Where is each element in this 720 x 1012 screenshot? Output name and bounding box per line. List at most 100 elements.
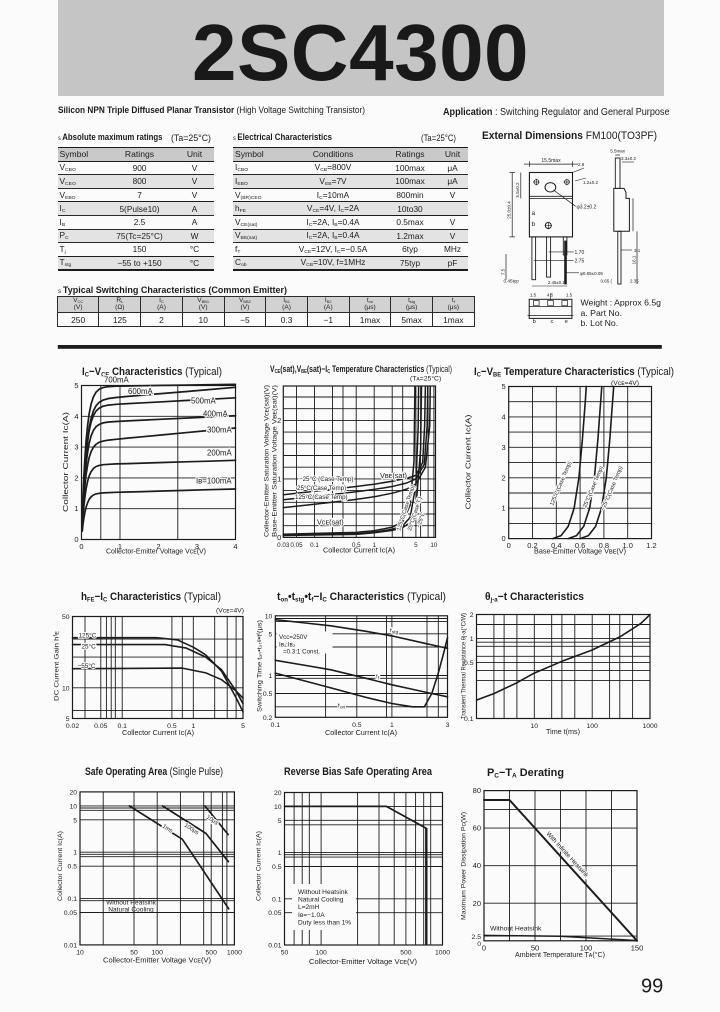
svg-text:2: 2 xyxy=(470,612,474,619)
svg-text:1000: 1000 xyxy=(227,949,242,956)
svg-text:5: 5 xyxy=(73,817,77,824)
svg-text:Maximum Power Dissipation Pᴄ(W: Maximum Power Dissipation Pᴄ(W) xyxy=(461,812,468,920)
svg-text:2.8: 2.8 xyxy=(578,162,585,167)
svg-text:25°C: 25°C xyxy=(82,643,97,651)
svg-text:1: 1 xyxy=(73,850,77,857)
svg-text:80: 80 xyxy=(473,786,481,795)
svg-text:3.3±0.2: 3.3±0.2 xyxy=(621,156,636,161)
svg-text:0.05: 0.05 xyxy=(290,542,303,549)
svg-text:500: 500 xyxy=(400,950,412,957)
svg-text:10: 10 xyxy=(430,542,438,549)
svg-text:Vᴄᴇ(sat): Vᴄᴇ(sat) xyxy=(317,518,344,527)
svg-text:Collector Current Iᴄ(A): Collector Current Iᴄ(A) xyxy=(122,728,194,737)
svg-text:0: 0 xyxy=(502,534,506,543)
svg-text:Collector-Emitter Voltage Vᴄᴇ(: Collector-Emitter Voltage Vᴄᴇ(V) xyxy=(106,547,206,556)
svg-text:Transient Thermal Resistance θ: Transient Thermal Resistance θj-a(°C/W) xyxy=(462,613,468,719)
svg-text:50: 50 xyxy=(531,943,539,952)
svg-text:1: 1 xyxy=(191,723,195,730)
svg-text:1: 1 xyxy=(390,722,394,729)
svg-text:0.4: 0.4 xyxy=(551,541,561,550)
svg-text:0: 0 xyxy=(277,533,281,542)
svg-text:10: 10 xyxy=(265,613,273,620)
svg-text:3: 3 xyxy=(446,722,450,729)
svg-text:1: 1 xyxy=(502,504,506,513)
svg-text:0: 0 xyxy=(276,533,280,542)
svg-text:a. Part No.: a. Part No. xyxy=(581,308,623,318)
svg-text:Without Heatsink: Without Heatsink xyxy=(490,926,542,933)
svg-text:b: b xyxy=(533,319,536,325)
svg-text:125°C(Case Temp): 125°C(Case Temp) xyxy=(295,494,348,501)
svg-text:0.1: 0.1 xyxy=(117,723,127,730)
svg-text:15.5max: 15.5max xyxy=(541,158,561,164)
svg-text:Collector-Emitter Saturation V: Collector-Emitter Saturation Voltage Vᴄᴇ… xyxy=(264,385,271,537)
svg-text:b: b xyxy=(532,221,536,228)
svg-text:Iʙ=−1.0A: Iʙ=−1.0A xyxy=(298,912,325,919)
svg-text:Collector Current Iᴄ(A): Collector Current Iᴄ(A) xyxy=(323,546,395,555)
svg-text:25°C(Case Temp): 25°C(Case Temp) xyxy=(297,485,346,492)
svg-text:1.5: 1.5 xyxy=(530,293,537,298)
svg-text:5: 5 xyxy=(241,723,245,730)
svg-text:100: 100 xyxy=(152,949,164,956)
svg-text:Collector Current Iᴄ(A): Collector Current Iᴄ(A) xyxy=(325,728,397,737)
svg-text:1.5: 1.5 xyxy=(566,293,573,298)
svg-text:tf: tf xyxy=(376,674,380,682)
svg-text:1.0: 1.0 xyxy=(622,541,632,550)
svg-text:3: 3 xyxy=(195,542,199,551)
svg-text:0.5: 0.5 xyxy=(263,691,273,698)
svg-text:Natural Cooling: Natural Cooling xyxy=(108,907,154,914)
svg-text:1.2: 1.2 xyxy=(646,541,656,550)
svg-text:1: 1 xyxy=(278,850,282,857)
svg-text:0.1: 0.1 xyxy=(271,722,281,729)
svg-text:10: 10 xyxy=(76,949,84,956)
svg-text:20: 20 xyxy=(473,899,481,908)
svg-text:5: 5 xyxy=(278,818,282,825)
svg-text:3: 3 xyxy=(502,443,506,452)
svg-text:100: 100 xyxy=(587,723,599,730)
svg-text:1.2±0.2: 1.2±0.2 xyxy=(583,180,598,185)
svg-text:Natural Cooling: Natural Cooling xyxy=(298,897,344,904)
svg-text:0.5: 0.5 xyxy=(272,864,282,871)
svg-text:Collector Current Iᴄ(A): Collector Current Iᴄ(A) xyxy=(57,831,64,901)
svg-text:100: 100 xyxy=(315,950,327,957)
svg-text:5.5max: 5.5max xyxy=(610,149,626,154)
svg-text:Ambient Temperature Tᴀ(°C): Ambient Temperature Tᴀ(°C) xyxy=(515,950,605,959)
svg-text:500: 500 xyxy=(206,949,218,956)
svg-text:2.35: 2.35 xyxy=(630,279,639,284)
svg-text:0.45typ: 0.45typ xyxy=(504,279,520,284)
svg-text:Duty less than 1%: Duty less than 1% xyxy=(298,919,351,926)
svg-text:100: 100 xyxy=(580,943,593,952)
svg-text:20: 20 xyxy=(69,789,77,796)
svg-text:10: 10 xyxy=(531,723,539,730)
svg-text:Vᴄᴄ=250V: Vᴄᴄ=250V xyxy=(279,634,308,641)
svg-text:1.70: 1.70 xyxy=(575,250,585,256)
svg-text:φ0.65±0.05: φ0.65±0.05 xyxy=(580,271,603,276)
svg-text:0.5: 0.5 xyxy=(352,722,362,729)
svg-text:99: 99 xyxy=(641,976,663,998)
svg-text:Collector Current Iᴄ(A): Collector Current Iᴄ(A) xyxy=(256,831,263,901)
svg-text:b. Lot No.: b. Lot No. xyxy=(581,318,619,328)
svg-text:Weight : Approx 6.5g: Weight : Approx 6.5g xyxy=(581,298,662,308)
svg-text:L=2mH: L=2mH xyxy=(298,904,320,911)
svg-text:2.75: 2.75 xyxy=(575,258,585,264)
svg-text:−25°C (Case Temp): −25°C (Case Temp) xyxy=(299,476,353,483)
svg-text:3: 3 xyxy=(74,443,78,452)
svg-text:Without Heatsink: Without Heatsink xyxy=(106,900,157,907)
svg-text:tstg: tstg xyxy=(390,628,399,636)
svg-text:1000: 1000 xyxy=(642,723,657,730)
svg-text:φ3.2±0.2: φ3.2±0.2 xyxy=(577,204,597,210)
svg-text:0.8: 0.8 xyxy=(599,541,609,550)
svg-text:0.05: 0.05 xyxy=(94,723,107,730)
svg-text:Base-Emitter Voltage Vʙᴇ(V): Base-Emitter Voltage Vʙᴇ(V) xyxy=(534,547,626,556)
svg-text:0.5: 0.5 xyxy=(464,660,474,667)
svg-text:400mA: 400mA xyxy=(203,410,229,419)
svg-text:Collector Current Iᴄ(A): Collector Current Iᴄ(A) xyxy=(61,412,70,512)
svg-text:150: 150 xyxy=(631,943,644,952)
svg-text:60: 60 xyxy=(473,824,481,833)
svg-text:With Infinite Heatsink: With Infinite Heatsink xyxy=(545,831,591,880)
svg-text:200mA: 200mA xyxy=(207,449,233,458)
svg-text:10: 10 xyxy=(274,804,282,811)
svg-text:7.5: 7.5 xyxy=(501,268,506,275)
svg-text:Collector-Emitter Voltage Vᴄᴇ(: Collector-Emitter Voltage Vᴄᴇ(V) xyxy=(103,956,211,965)
svg-text:0.5: 0.5 xyxy=(68,864,78,871)
svg-text:2.5: 2.5 xyxy=(472,934,482,941)
